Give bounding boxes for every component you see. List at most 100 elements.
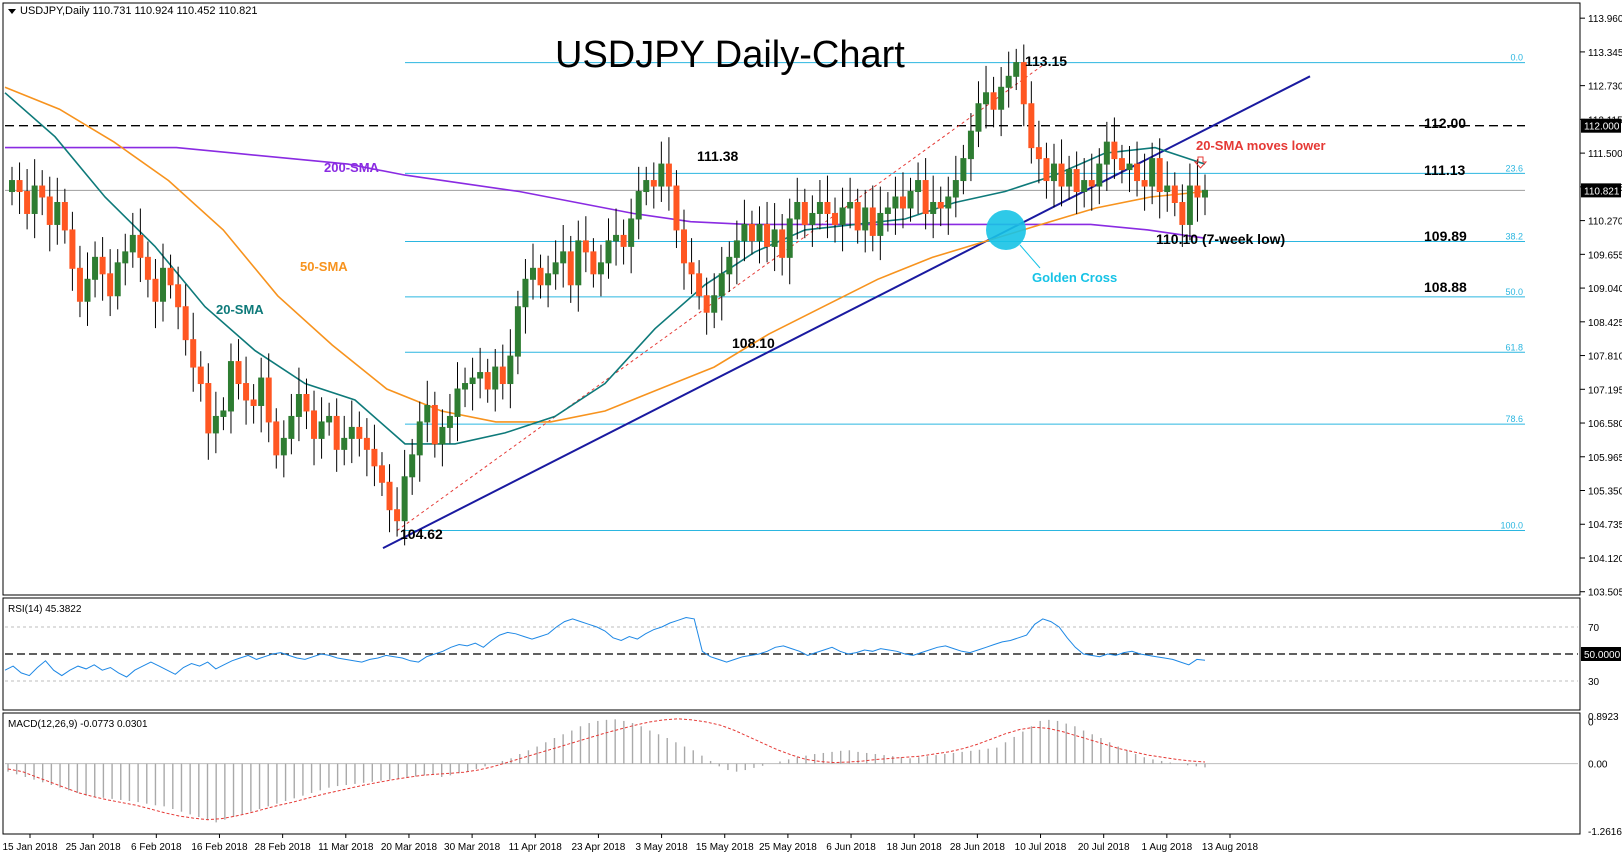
rsi-tick-label: 30 <box>1588 677 1600 688</box>
y-tick-label: 104.120 <box>1588 554 1622 565</box>
candle-body <box>462 383 469 390</box>
y-tick-label: 113.960 <box>1588 14 1622 25</box>
macd-tick-label: 0.00 <box>1588 760 1608 771</box>
candle-body <box>1081 180 1088 193</box>
y-tick-label: 111.500 <box>1588 149 1622 160</box>
macd-panel: MACD(12,26,9) -0.0773 0.0301 0.8923 0.00 -1… <box>5 712 1622 838</box>
candle-body <box>326 415 333 423</box>
candle-body <box>1118 158 1125 171</box>
may-high-label: 111.38 <box>697 148 738 164</box>
candle-body <box>99 256 106 275</box>
candle-body <box>922 180 929 214</box>
candle-body <box>620 234 627 247</box>
candle-body <box>446 415 453 428</box>
x-tick-label: 15 Jan 2018 <box>2 842 57 853</box>
candle-body <box>990 92 997 110</box>
x-tick-label: 13 Aug 2018 <box>1202 842 1259 853</box>
y-tick-label: 112.730 <box>1588 82 1622 93</box>
candle-body <box>1066 169 1073 187</box>
candles <box>9 44 1208 546</box>
candle-body <box>144 256 151 280</box>
y-tick-label: 106.580 <box>1588 419 1622 430</box>
y-axis-ticks: 113.960113.345112.730112.115111.500110.8… <box>1580 14 1622 599</box>
candle-body <box>122 251 129 264</box>
candle-body <box>205 383 212 434</box>
candle-body <box>431 404 438 445</box>
candle-body <box>1073 169 1080 193</box>
trendline <box>382 75 1311 550</box>
candle-body <box>1194 185 1201 198</box>
candle-body <box>816 201 823 214</box>
candle-body <box>303 394 310 412</box>
dropdown-arrow-icon[interactable] <box>8 9 16 14</box>
x-tick-label: 18 Jun 2018 <box>887 842 942 853</box>
x-tick-label: 28 Jun 2018 <box>950 842 1005 853</box>
candle-body <box>726 256 733 275</box>
x-tick-label: 30 Mar 2018 <box>444 842 501 853</box>
candle-body <box>628 218 635 247</box>
level-10888-label: 108.88 <box>1424 279 1467 295</box>
candle-body <box>945 196 952 209</box>
fib-level-label: 23.6 <box>1505 163 1523 173</box>
candle-body <box>960 158 967 182</box>
x-tick-label: 3 May 2018 <box>635 842 688 853</box>
candle-body <box>499 366 506 385</box>
candle-body <box>529 267 536 280</box>
candle-body <box>673 185 680 231</box>
level-10989-label: 109.89 <box>1424 228 1467 244</box>
candle-body <box>492 366 499 390</box>
candle-body <box>401 476 408 522</box>
macd-signal-line <box>7 718 1206 821</box>
candle-body <box>469 377 476 385</box>
y-tick-label: 108.425 <box>1588 318 1622 329</box>
macd-tick-label: 0.8923 <box>1588 712 1619 723</box>
candle-body <box>9 180 15 193</box>
candle-body <box>1186 185 1193 225</box>
candle-body <box>779 229 786 258</box>
down-arrow-icon <box>1193 156 1208 169</box>
candle-body <box>295 394 302 417</box>
candle-body <box>341 437 348 450</box>
candle-body <box>167 267 174 286</box>
candle-body <box>1164 185 1171 193</box>
x-tick-label: 20 Mar 2018 <box>381 842 438 853</box>
candle-body <box>711 295 718 313</box>
candle-body <box>545 273 552 286</box>
candle-body <box>847 201 854 209</box>
candle-body <box>227 361 234 412</box>
candle-body <box>1149 158 1156 187</box>
x-tick-label: 20 Jul 2018 <box>1078 842 1130 853</box>
x-tick-label: 25 May 2018 <box>759 842 817 853</box>
candle-body <box>477 372 484 379</box>
candle-body <box>748 223 755 242</box>
candle-body <box>273 421 280 456</box>
may-low-label: 108.10 <box>732 335 775 351</box>
y-tick-label: 105.350 <box>1588 487 1622 498</box>
candle-body <box>937 201 944 209</box>
horizontal-lines <box>5 125 1525 191</box>
candle-body <box>537 267 544 286</box>
candle-body <box>703 295 710 313</box>
candle-body <box>212 415 219 434</box>
rsi-tick-label: 70 <box>1588 623 1600 634</box>
candle-body <box>688 262 695 275</box>
x-axis-ticks: 15 Jan 2018 25 Jan 2018 6 Feb 2018 16 Feb 2… <box>2 834 1259 853</box>
candle-body <box>394 509 401 522</box>
candle-body <box>884 207 891 214</box>
candle-body <box>514 306 521 357</box>
candle-body <box>439 426 446 445</box>
candle-body <box>560 251 567 264</box>
candle-body <box>46 196 53 225</box>
candle-body <box>333 415 340 450</box>
candle-body <box>967 130 974 160</box>
candle-body <box>665 163 672 187</box>
y-tick-label: 105.965 <box>1588 453 1622 464</box>
candle-body <box>197 366 204 385</box>
candle-body <box>250 399 257 406</box>
candle-body <box>1043 158 1050 182</box>
fib-level-label: 78.6 <box>1505 414 1523 424</box>
x-tick-label: 25 Jan 2018 <box>66 842 121 853</box>
candle-body <box>243 383 250 401</box>
sma50-label: 50-SMA <box>300 259 348 274</box>
